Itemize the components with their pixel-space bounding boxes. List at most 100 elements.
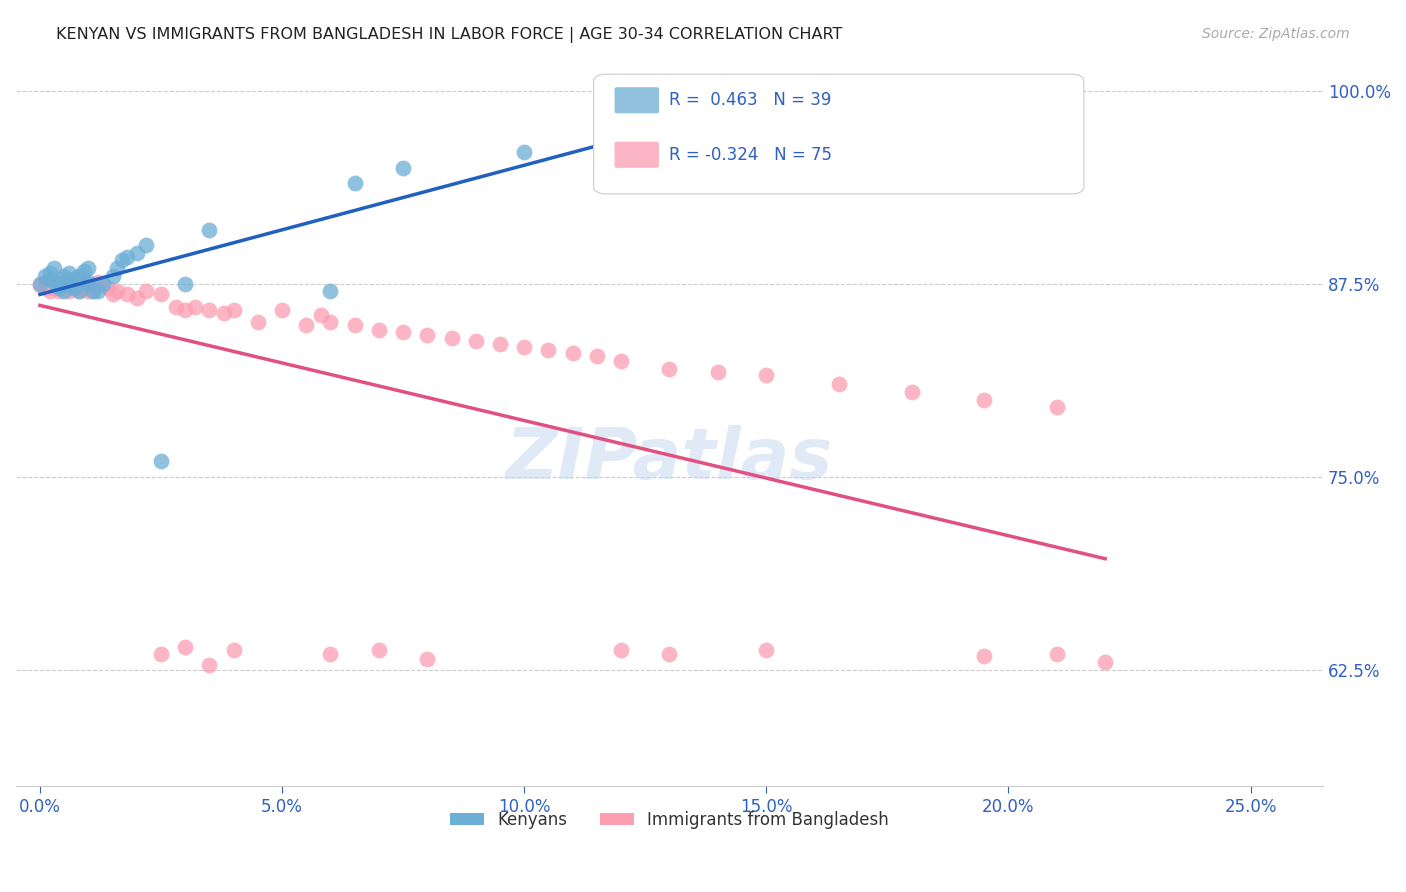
Point [416,327,439,342]
Text: KENYAN VS IMMIGRANTS FROM BANGLADESH IN LABOR FORCE | AGE 30-34 CORRELATION CHAR: KENYAN VS IMMIGRANTS FROM BANGLADESH IN … [56,27,842,43]
Point [828,377,851,392]
Point [658,648,681,662]
Point [610,354,633,368]
Point [610,642,633,657]
Point [67,268,90,283]
Point [198,302,221,317]
Point [464,334,486,348]
Text: R =  0.463   N = 39: R = 0.463 N = 39 [669,91,832,109]
Point [82,285,104,299]
Point [222,302,245,317]
Point [67,285,90,299]
Point [34,275,56,289]
Point [63,277,86,291]
Text: ZIPatlas: ZIPatlas [506,425,834,493]
Point [561,346,583,360]
Point [513,340,536,354]
Point [174,640,197,654]
Point [115,251,138,265]
Point [707,95,730,110]
Point [319,648,342,662]
Point [125,245,148,260]
Point [107,261,129,276]
Point [48,277,70,291]
Point [246,315,269,329]
Point [77,275,100,289]
Point [489,337,512,351]
Point [115,287,138,301]
Point [77,281,100,295]
Point [900,384,922,399]
Point [101,287,124,301]
Point [537,343,560,357]
Point [319,285,342,299]
Point [111,253,134,268]
Point [58,285,80,299]
Point [174,277,197,291]
Point [107,285,129,299]
Point [416,652,439,666]
Point [610,122,633,136]
Point [440,331,463,345]
Point [67,272,90,286]
Point [135,285,157,299]
Point [755,642,778,657]
Point [77,261,100,276]
Point [368,642,391,657]
Point [77,277,100,291]
Point [48,281,70,295]
Point [53,285,76,299]
Point [135,238,157,252]
Text: Source: ZipAtlas.com: Source: ZipAtlas.com [1202,27,1350,41]
Point [63,272,86,286]
Point [53,277,76,291]
Point [368,323,391,337]
Point [72,281,94,295]
Point [271,302,294,317]
Point [343,176,366,190]
Point [87,275,110,289]
Point [755,368,778,382]
Point [222,642,245,657]
Point [1094,655,1116,669]
Point [72,277,94,291]
Point [34,281,56,295]
Point [125,291,148,305]
Point [212,306,235,320]
Point [165,300,187,314]
Point [513,145,536,160]
Point [48,278,70,293]
Point [198,222,221,236]
Point [53,275,76,289]
Point [392,161,415,175]
Text: R = -0.324   N = 75: R = -0.324 N = 75 [669,145,832,164]
Point [184,300,207,314]
Point [174,302,197,317]
Point [150,648,173,662]
Point [28,278,51,293]
Point [48,285,70,299]
Point [319,315,342,329]
FancyBboxPatch shape [614,87,659,113]
Point [91,278,114,293]
Point [198,658,221,673]
Point [38,285,60,299]
Point [44,275,66,289]
Point [58,278,80,293]
Point [63,281,86,295]
Point [295,318,318,333]
Point [77,285,100,299]
Point [658,361,681,376]
Point [58,277,80,291]
Point [53,268,76,283]
Point [53,275,76,289]
Point [34,268,56,283]
Point [72,264,94,278]
Point [91,277,114,291]
Point [343,318,366,333]
Point [28,277,51,291]
FancyBboxPatch shape [593,74,1084,194]
Point [82,285,104,299]
Point [38,272,60,286]
Point [1046,401,1069,415]
